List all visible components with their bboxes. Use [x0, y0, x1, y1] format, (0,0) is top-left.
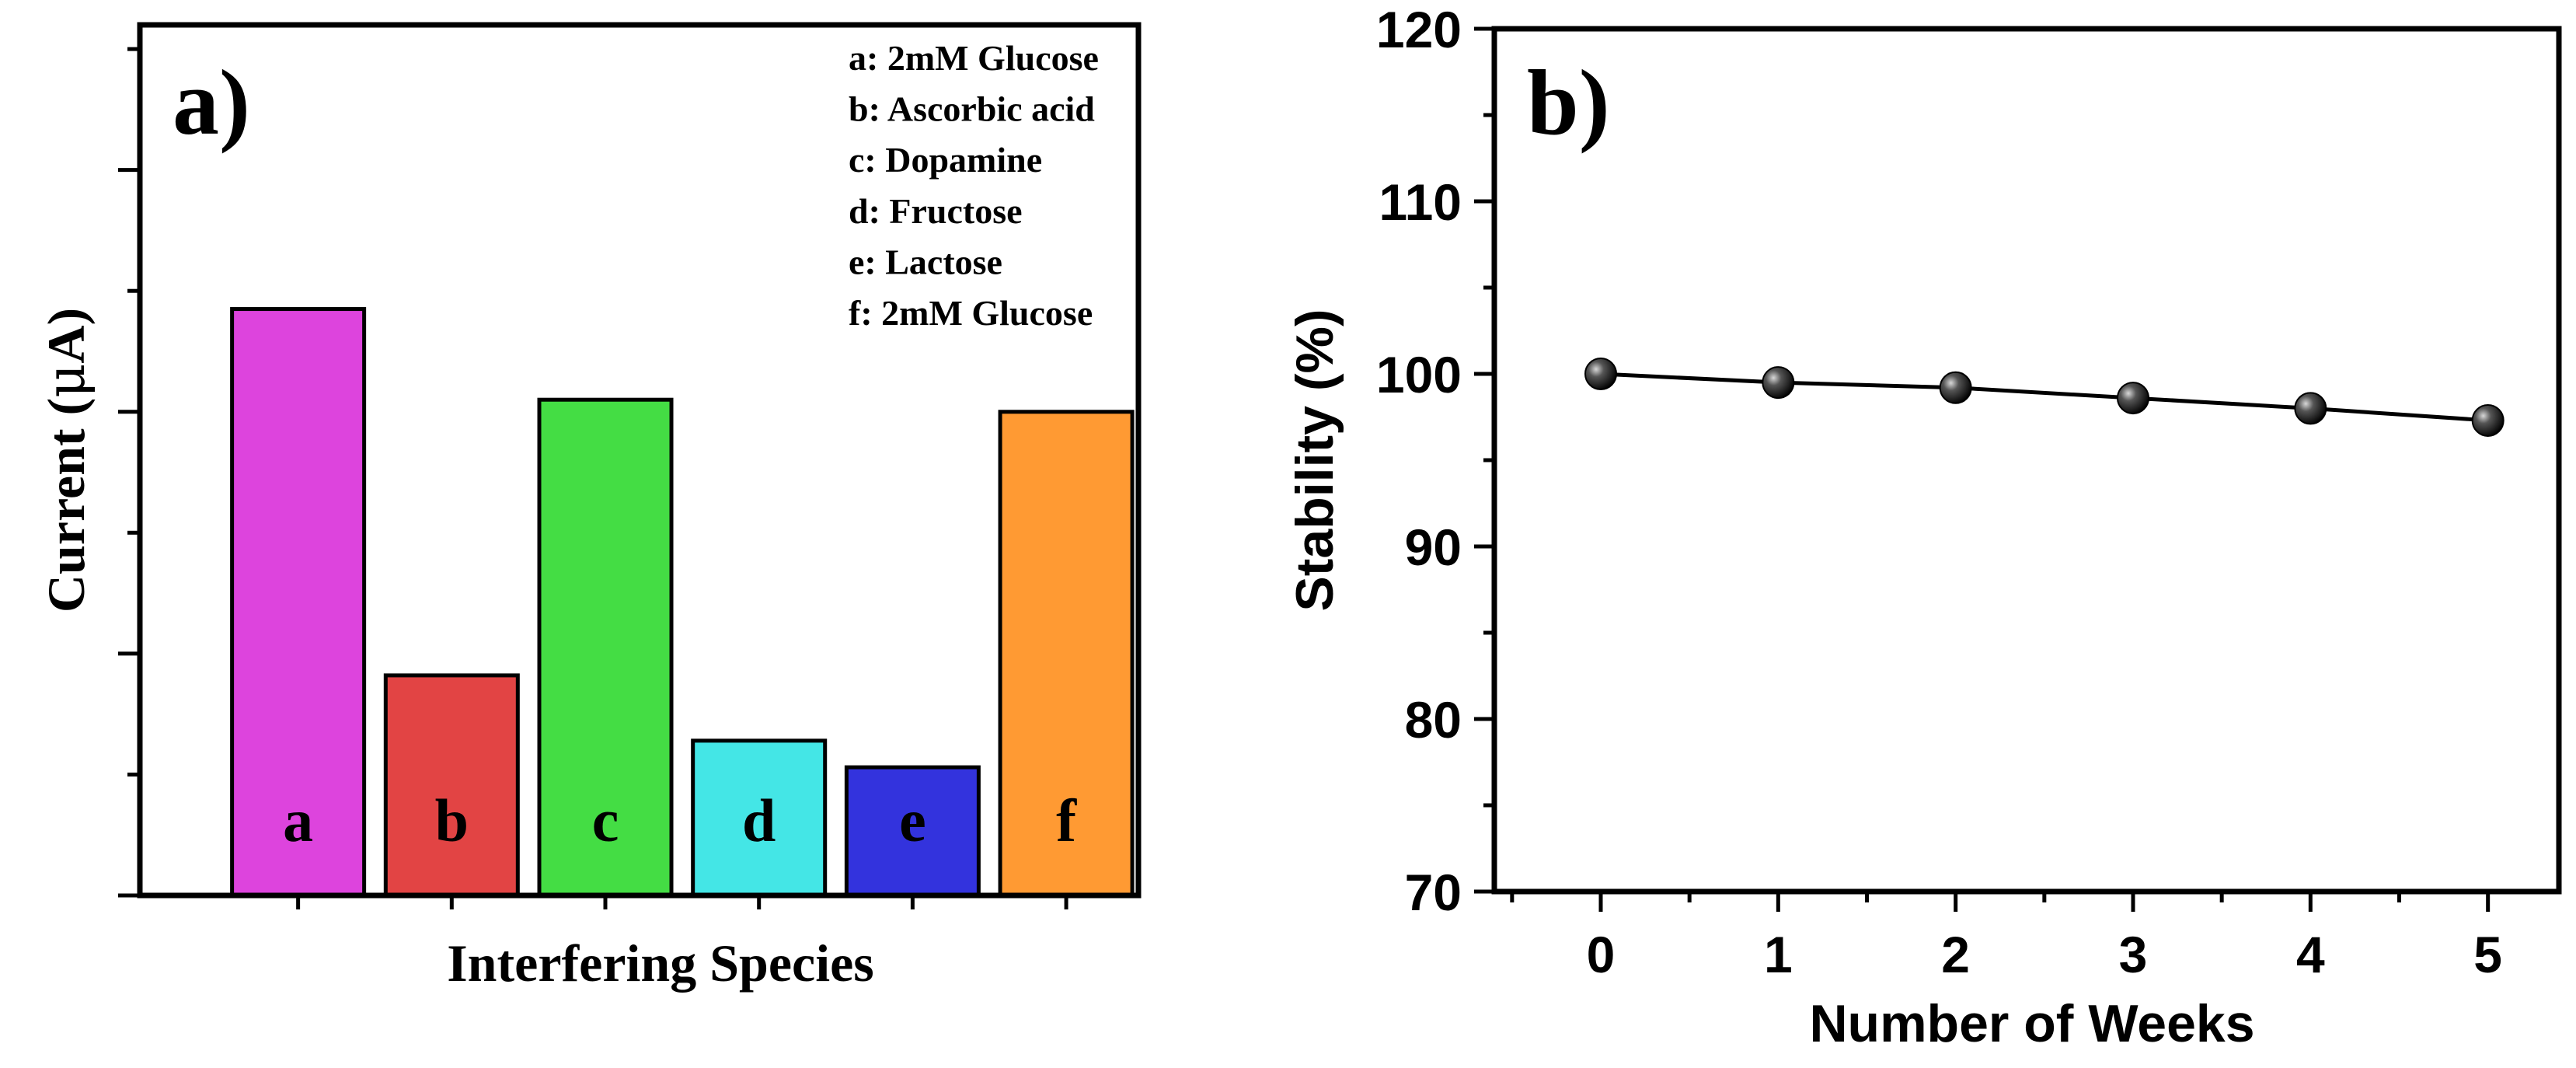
legend: a: 2mM Glucose b: Ascorbic acid c: Dopamin…	[849, 38, 1099, 333]
bar-label-c: c	[592, 787, 619, 854]
y-tick-label: 120	[1376, 1, 1462, 58]
y-axis-label: Stability (%)	[1285, 309, 1344, 611]
panel-a-frame	[137, 22, 1142, 899]
x-tick-label: 5	[2473, 926, 2502, 983]
x-tick-label: 1	[1764, 926, 1793, 983]
panel-b-frame	[1491, 26, 2562, 895]
panel-b: 70 80 90 100 110 120 0 1 2 3 4 5 b) Number of Week…	[1285, 1, 2562, 1053]
data-point	[1939, 371, 1972, 404]
data-series	[1584, 358, 2505, 437]
legend-item: b: Ascorbic acid	[849, 89, 1095, 129]
legend-item: e: Lactose	[849, 242, 1002, 281]
x-axis-label: Interfering Species	[447, 934, 874, 993]
x-ticks: 0 1 2 3 4 5	[1510, 892, 2502, 983]
bar-label-a: a	[283, 787, 313, 854]
bar-label-b: b	[435, 787, 469, 854]
y-tick-label: 110	[1379, 173, 1462, 231]
data-point	[2117, 382, 2149, 415]
x-ticks	[296, 895, 1068, 909]
y-label-prefix: Current (	[37, 398, 96, 613]
y-tick-label: 70	[1405, 864, 1462, 921]
y-ticks: 70 80 90 100 110 120	[1376, 1, 1494, 921]
bar-labels: a b c d e f	[283, 787, 1077, 854]
x-tick-label: 0	[1587, 926, 1616, 983]
legend-item: f: 2mM Glucose	[849, 293, 1093, 333]
y-label-suffix: A)	[37, 308, 96, 364]
y-ticks	[118, 47, 140, 898]
y-axis-label: Current (μA)	[36, 308, 97, 613]
bar-e	[844, 765, 981, 898]
legend-item: c: Dopamine	[849, 140, 1042, 180]
bar-b	[383, 673, 520, 898]
x-tick-label: 4	[2296, 926, 2325, 983]
panel-a-label: a)	[173, 51, 250, 154]
panel-a: a b c d e f a) a: 2mM Glucose b: Ascorbic acid…	[36, 22, 1142, 993]
data-point	[1762, 366, 1795, 400]
bar-c	[537, 397, 674, 898]
legend-item: d: Fructose	[849, 191, 1023, 231]
y-tick-label: 80	[1405, 691, 1462, 749]
bar-a	[230, 307, 367, 898]
x-tick-label: 3	[2119, 926, 2148, 983]
bar-label-d: d	[742, 787, 776, 854]
y-label-mu: μ	[36, 364, 97, 398]
x-axis-label: Number of Weeks	[1809, 994, 2254, 1053]
x-tick-label: 2	[1941, 926, 1970, 983]
data-point	[2294, 392, 2327, 425]
data-point	[2471, 403, 2505, 437]
y-tick-label: 100	[1376, 346, 1462, 403]
series-line	[1600, 372, 2488, 423]
panel-b-label: b)	[1527, 51, 1610, 154]
y-tick-label: 90	[1405, 518, 1462, 576]
bar-group	[230, 307, 1135, 898]
legend-item: a: 2mM Glucose	[849, 38, 1099, 78]
data-point	[1584, 358, 1617, 390]
bar-label-e: e	[899, 787, 926, 854]
bar-label-f: f	[1056, 787, 1077, 854]
